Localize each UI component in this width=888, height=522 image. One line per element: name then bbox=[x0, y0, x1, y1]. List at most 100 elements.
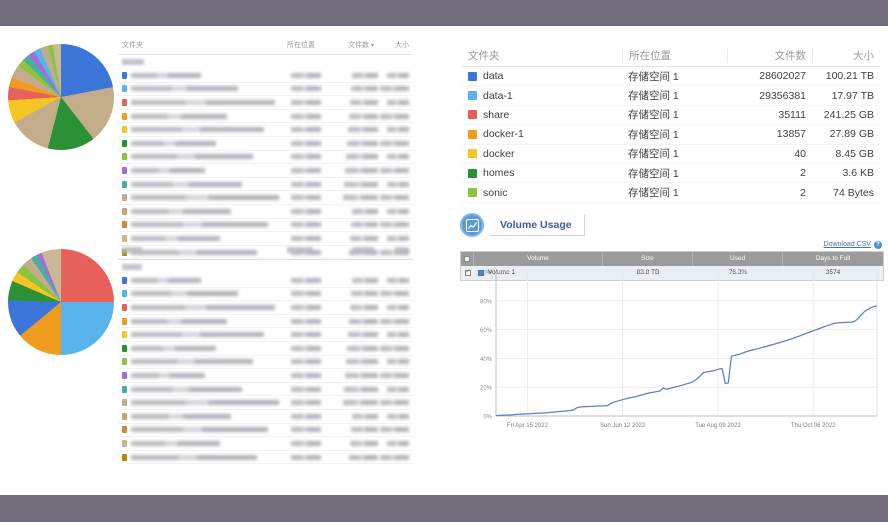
table-row[interactable] bbox=[118, 137, 413, 151]
table-row[interactable] bbox=[118, 410, 413, 424]
table-row[interactable] bbox=[118, 151, 413, 165]
row-color-swatch bbox=[122, 207, 127, 215]
table-row[interactable] bbox=[118, 164, 413, 178]
table-row[interactable] bbox=[118, 396, 413, 410]
volume-usage-tab[interactable]: Volume Usage bbox=[490, 214, 585, 236]
redacted-cell bbox=[338, 277, 378, 283]
redacted-cell bbox=[131, 372, 291, 378]
redacted-text bbox=[387, 277, 409, 283]
summary-header-size[interactable]: 大小 bbox=[812, 47, 880, 63]
table-row[interactable]: docker 存储空间 1 40 8.45 GB bbox=[462, 145, 880, 164]
folder-summary-header: 文件夹 所在位置 文件数 大小 bbox=[462, 44, 880, 67]
table-row[interactable] bbox=[118, 369, 413, 383]
table-row[interactable] bbox=[118, 328, 413, 342]
redacted-cell bbox=[291, 400, 338, 406]
table-row[interactable] bbox=[118, 69, 413, 83]
table-row[interactable] bbox=[118, 301, 413, 315]
header-folder[interactable]: 文件夹 bbox=[122, 42, 143, 49]
redacted-text bbox=[291, 400, 321, 406]
table-row[interactable] bbox=[118, 110, 413, 124]
table-row[interactable] bbox=[118, 96, 413, 110]
table-row[interactable]: data-1 存储空间 1 29356381 17.97 TB bbox=[462, 86, 880, 106]
cell-volume-used: 76.3% bbox=[728, 269, 748, 276]
table-row[interactable] bbox=[118, 178, 413, 192]
table-row[interactable] bbox=[118, 288, 413, 302]
redacted-cell bbox=[338, 154, 378, 160]
header-file-count-2[interactable] bbox=[334, 247, 374, 253]
select-all-checkbox[interactable] bbox=[461, 252, 474, 266]
redacted-text bbox=[291, 72, 321, 78]
row-color-swatch bbox=[122, 276, 127, 284]
header-location-2[interactable] bbox=[287, 247, 334, 253]
svg-text:Thu Oct 06 2022: Thu Oct 06 2022 bbox=[791, 423, 836, 429]
table-row[interactable]: share 存储空间 1 35111 241.25 GB bbox=[462, 106, 880, 126]
row-color-swatch bbox=[468, 110, 477, 120]
summary-header-location[interactable]: 所在位置 bbox=[622, 47, 727, 63]
cell-location: 存储空间 1 bbox=[628, 128, 679, 141]
redacted-cell bbox=[378, 181, 409, 187]
summary-header-file-count[interactable]: 文件数 bbox=[727, 47, 812, 63]
table-row[interactable] bbox=[118, 315, 413, 329]
volume-row[interactable]: Volume 1 83.8 TB 76.3% 3574 bbox=[461, 265, 883, 280]
folder-table-bottom-body bbox=[118, 274, 413, 465]
table-row[interactable] bbox=[118, 437, 413, 451]
table-row[interactable] bbox=[118, 356, 413, 370]
redacted-text bbox=[347, 140, 378, 146]
redacted-text bbox=[348, 127, 378, 133]
row-color-swatch bbox=[122, 234, 127, 242]
volume-header-size[interactable]: Size bbox=[603, 252, 693, 266]
content-stage: 文件夹 所在位置 文件数 ▾ 大小 bbox=[0, 26, 888, 495]
redacted-text bbox=[291, 359, 321, 365]
header-folder-2[interactable] bbox=[122, 247, 287, 253]
table-row[interactable] bbox=[118, 219, 413, 233]
download-csv-row: Download CSV ? bbox=[460, 238, 884, 251]
redacted-cell bbox=[378, 386, 409, 392]
table-row[interactable] bbox=[118, 83, 413, 97]
table-row[interactable] bbox=[118, 383, 413, 397]
redacted-cell bbox=[378, 372, 409, 378]
volume-header-used[interactable]: Used bbox=[693, 252, 783, 266]
header-size[interactable]: 大小 bbox=[395, 42, 409, 49]
redacted-group-label bbox=[122, 59, 144, 65]
table-row[interactable] bbox=[118, 342, 413, 356]
svg-text:20%: 20% bbox=[480, 386, 493, 392]
help-icon[interactable]: ? bbox=[874, 240, 882, 249]
redacted-cell bbox=[378, 167, 409, 173]
download-csv-link[interactable]: Download CSV bbox=[823, 241, 871, 248]
redacted-cell bbox=[291, 413, 338, 419]
redacted-text bbox=[344, 386, 378, 392]
header-file-count[interactable]: 文件数 ▾ bbox=[334, 40, 374, 50]
redacted-text bbox=[131, 304, 275, 310]
volume-usage-header: Volume Usage bbox=[460, 212, 884, 238]
header-file-count-label: 文件数 bbox=[347, 42, 369, 49]
redacted-text bbox=[131, 222, 268, 228]
table-row[interactable] bbox=[118, 205, 413, 219]
redacted-text bbox=[380, 291, 409, 297]
table-row[interactable] bbox=[118, 191, 413, 205]
table-row[interactable]: homes 存储空间 1 2 3.6 KB bbox=[462, 164, 880, 184]
table-row[interactable]: docker-1 存储空间 1 13857 27.89 GB bbox=[462, 125, 880, 145]
redacted-text bbox=[131, 332, 264, 338]
header-location[interactable]: 所在位置 bbox=[287, 42, 315, 49]
redacted-cell bbox=[131, 127, 291, 133]
summary-header-folder[interactable]: 文件夹 bbox=[468, 49, 500, 62]
redacted-text bbox=[131, 454, 257, 460]
table-row[interactable]: data 存储空间 1 28602027 100.21 TB bbox=[462, 67, 880, 87]
volume-header-volume[interactable]: Volume bbox=[474, 252, 603, 266]
row-checkbox[interactable] bbox=[461, 266, 474, 280]
chart-icon bbox=[460, 213, 484, 237]
folder-name: share bbox=[483, 108, 510, 121]
table-row[interactable] bbox=[118, 232, 413, 246]
table-row[interactable] bbox=[118, 451, 413, 465]
table-row[interactable] bbox=[118, 424, 413, 438]
row-color-swatch bbox=[122, 317, 127, 325]
redacted-text bbox=[291, 372, 321, 378]
table-row[interactable] bbox=[118, 123, 413, 137]
header-size-2[interactable] bbox=[374, 247, 409, 253]
redacted-header-folder bbox=[122, 247, 142, 253]
volume-header-days-to-full[interactable]: Days to Full bbox=[815, 255, 851, 263]
table-row[interactable]: sonic 存储空间 1 2 74 Bytes bbox=[462, 183, 880, 203]
cell-volume-size: 83.8 TB bbox=[636, 269, 660, 276]
redacted-cell bbox=[291, 277, 338, 283]
table-row[interactable] bbox=[118, 274, 413, 288]
